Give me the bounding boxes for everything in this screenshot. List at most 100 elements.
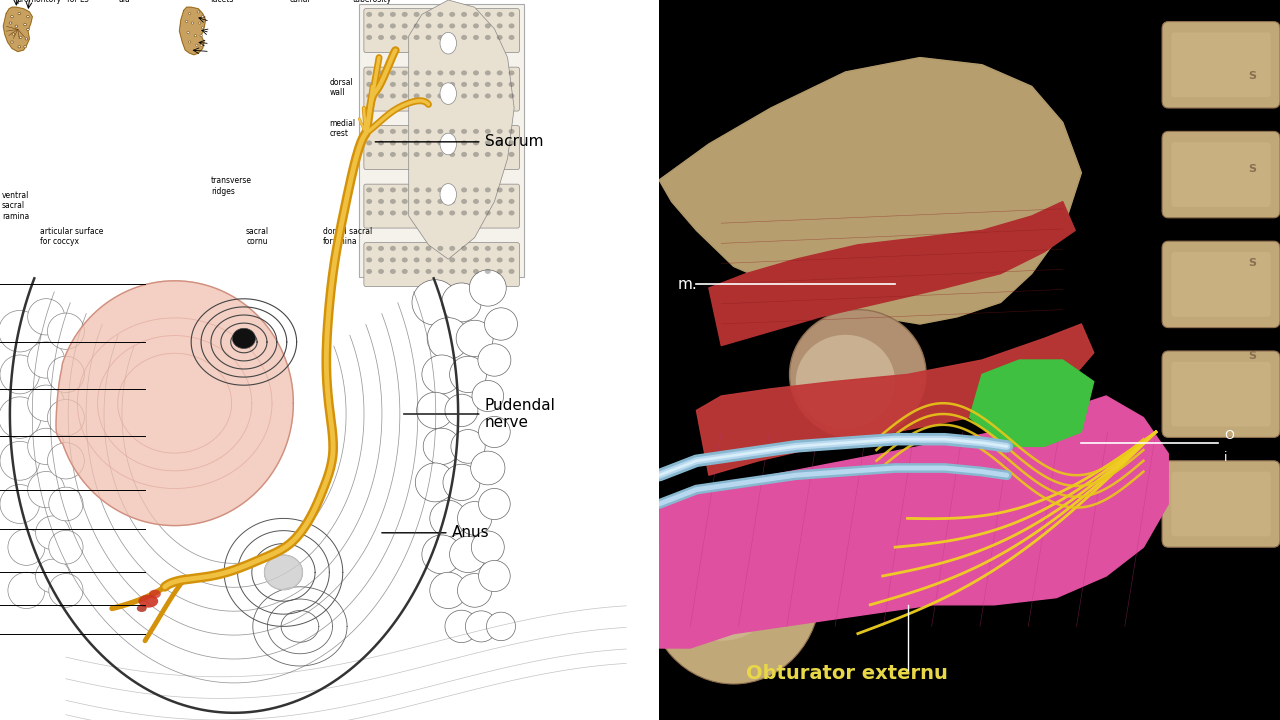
Ellipse shape <box>200 44 202 46</box>
Ellipse shape <box>485 12 490 17</box>
FancyBboxPatch shape <box>1171 143 1271 207</box>
Ellipse shape <box>201 16 204 18</box>
Ellipse shape <box>508 258 515 262</box>
Ellipse shape <box>378 258 384 262</box>
Ellipse shape <box>461 129 467 134</box>
Ellipse shape <box>497 269 503 274</box>
Ellipse shape <box>28 385 64 421</box>
Ellipse shape <box>196 44 198 46</box>
Ellipse shape <box>49 531 83 564</box>
Ellipse shape <box>438 82 443 87</box>
Ellipse shape <box>413 71 420 76</box>
FancyBboxPatch shape <box>1162 351 1280 438</box>
Ellipse shape <box>470 270 507 306</box>
Polygon shape <box>709 202 1075 346</box>
FancyBboxPatch shape <box>1171 252 1271 317</box>
Ellipse shape <box>0 310 41 352</box>
Ellipse shape <box>390 152 396 157</box>
Ellipse shape <box>438 71 443 76</box>
Ellipse shape <box>438 210 443 215</box>
FancyBboxPatch shape <box>1162 22 1280 108</box>
Ellipse shape <box>47 356 84 392</box>
Polygon shape <box>408 0 515 259</box>
Ellipse shape <box>201 27 204 29</box>
Ellipse shape <box>0 397 41 438</box>
Ellipse shape <box>195 35 197 37</box>
Ellipse shape <box>474 269 479 274</box>
Ellipse shape <box>137 605 147 612</box>
Ellipse shape <box>366 35 372 40</box>
Ellipse shape <box>366 12 372 17</box>
Ellipse shape <box>47 443 84 479</box>
Ellipse shape <box>438 35 443 40</box>
Text: m.: m. <box>678 277 698 292</box>
Ellipse shape <box>497 129 503 134</box>
Ellipse shape <box>366 82 372 87</box>
Ellipse shape <box>390 246 396 251</box>
Ellipse shape <box>28 472 64 508</box>
Ellipse shape <box>413 94 420 99</box>
Ellipse shape <box>461 152 467 157</box>
Ellipse shape <box>413 258 420 262</box>
Ellipse shape <box>378 210 384 215</box>
Ellipse shape <box>188 12 191 14</box>
Ellipse shape <box>390 71 396 76</box>
Ellipse shape <box>438 258 443 262</box>
Ellipse shape <box>485 210 490 215</box>
Ellipse shape <box>474 152 479 157</box>
Ellipse shape <box>508 152 515 157</box>
Ellipse shape <box>24 24 27 26</box>
Ellipse shape <box>402 23 408 29</box>
Ellipse shape <box>402 71 408 76</box>
Ellipse shape <box>366 187 372 192</box>
Ellipse shape <box>428 318 470 359</box>
Ellipse shape <box>378 82 384 87</box>
Ellipse shape <box>796 335 895 428</box>
Ellipse shape <box>402 129 408 134</box>
Ellipse shape <box>415 463 454 502</box>
Ellipse shape <box>474 12 479 17</box>
Ellipse shape <box>9 22 12 24</box>
Ellipse shape <box>187 32 189 34</box>
Ellipse shape <box>390 258 396 262</box>
Ellipse shape <box>449 23 456 29</box>
Ellipse shape <box>474 258 479 262</box>
Ellipse shape <box>0 355 40 394</box>
Ellipse shape <box>438 129 443 134</box>
Ellipse shape <box>461 94 467 99</box>
Ellipse shape <box>378 35 384 40</box>
Text: dorsal sacral
foramina: dorsal sacral foramina <box>323 227 372 246</box>
Text: S: S <box>1248 164 1256 174</box>
Text: S: S <box>1248 258 1256 268</box>
Ellipse shape <box>449 140 456 145</box>
Ellipse shape <box>485 308 517 340</box>
Ellipse shape <box>497 152 503 157</box>
Ellipse shape <box>449 12 456 17</box>
Text: sacral
canal: sacral canal <box>288 0 311 4</box>
Text: S: S <box>1248 351 1256 361</box>
Ellipse shape <box>366 71 372 76</box>
Ellipse shape <box>366 199 372 204</box>
Text: Obturator externu: Obturator externu <box>746 664 948 683</box>
Ellipse shape <box>485 269 490 274</box>
Ellipse shape <box>413 129 420 134</box>
FancyBboxPatch shape <box>1171 472 1271 536</box>
Ellipse shape <box>49 487 83 521</box>
Ellipse shape <box>402 199 408 204</box>
FancyBboxPatch shape <box>364 9 520 53</box>
Text: i: i <box>1224 451 1228 464</box>
Polygon shape <box>659 58 1082 324</box>
Ellipse shape <box>646 497 820 684</box>
Ellipse shape <box>425 269 431 274</box>
Ellipse shape <box>402 258 408 262</box>
Polygon shape <box>696 324 1093 475</box>
Ellipse shape <box>402 269 408 274</box>
Ellipse shape <box>449 356 486 392</box>
Ellipse shape <box>19 36 22 38</box>
Ellipse shape <box>497 23 503 29</box>
Ellipse shape <box>451 430 485 463</box>
Ellipse shape <box>497 94 503 99</box>
Ellipse shape <box>790 310 927 439</box>
Ellipse shape <box>24 45 27 48</box>
Ellipse shape <box>390 35 396 40</box>
